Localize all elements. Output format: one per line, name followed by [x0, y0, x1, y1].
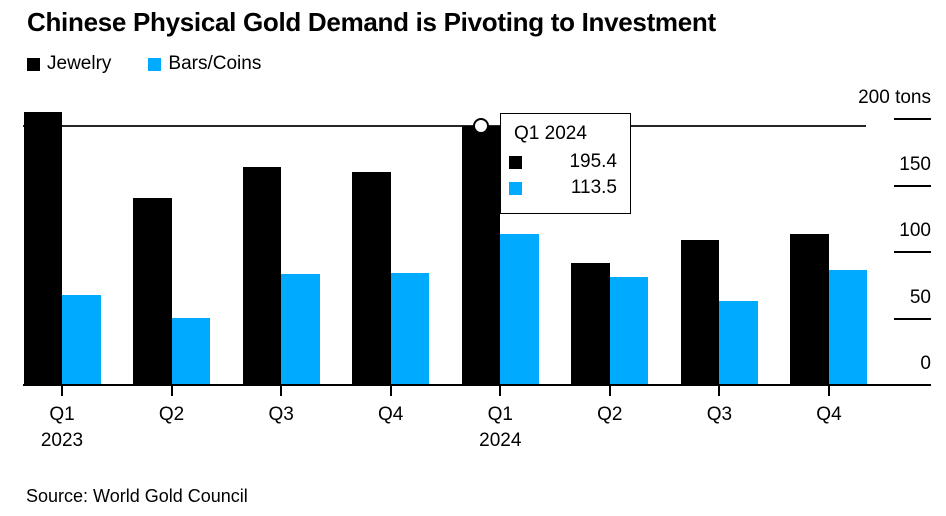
y-tick-label: 150 — [899, 153, 931, 175]
y-tick-label: 50 — [909, 286, 931, 308]
x-axis-tick — [280, 386, 283, 396]
x-axis-baseline — [23, 384, 931, 386]
bar-bars-coins[interactable] — [171, 317, 211, 385]
x-year-label: 2023 — [40, 430, 84, 451]
x-axis-tick — [718, 386, 721, 396]
bar-bars-coins[interactable] — [390, 272, 430, 385]
x-tick-label: Q3 — [268, 404, 294, 425]
reference-line — [23, 124, 866, 127]
bar-jewelry[interactable] — [23, 112, 62, 385]
bar-bars-coins[interactable] — [719, 300, 758, 385]
tooltip-jewelry-swatch-icon — [509, 155, 522, 169]
x-tick-label: Q4 — [378, 404, 404, 425]
bar-jewelry[interactable] — [352, 171, 391, 385]
y-axis-tick — [894, 251, 931, 254]
x-tick-label: Q2 — [158, 404, 185, 425]
bar-bars-coins[interactable] — [828, 270, 868, 385]
bar-jewelry[interactable] — [461, 125, 501, 385]
y-tick-label: 100 — [899, 220, 931, 242]
tooltip-title: Q1 2024 — [514, 123, 587, 144]
x-axis-tick — [827, 386, 830, 396]
y-tick-label: 0 — [920, 353, 931, 374]
bar-jewelry[interactable] — [680, 240, 720, 385]
bars-coins-swatch-icon — [148, 57, 162, 71]
y-axis-tick — [894, 317, 931, 320]
x-axis-tick — [170, 386, 173, 396]
tooltip-row-jewelry: 195.4 — [509, 150, 617, 173]
bar-bars-coins[interactable] — [62, 294, 101, 385]
bar-jewelry[interactable] — [242, 167, 282, 385]
bar-jewelry[interactable] — [571, 262, 610, 385]
legend: Jewelry Bars/Coins — [27, 53, 261, 75]
x-tick-label: Q4 — [816, 404, 842, 425]
y-tick-label: 200 tons — [858, 87, 931, 109]
source-note: Source: World Gold Council — [26, 486, 248, 506]
tooltip-value-bars-coins: 113.5 — [570, 176, 617, 198]
tooltip-value-jewelry: 195.4 — [569, 150, 617, 172]
bar-jewelry[interactable] — [133, 197, 172, 385]
x-axis-tick — [61, 386, 63, 396]
legend-label-jewelry: Jewelry — [47, 53, 112, 74]
x-year-label: 2024 — [479, 430, 522, 451]
legend-item-bars-coins: Bars/Coins — [148, 53, 261, 75]
chart-title: Chinese Physical Gold Demand is Pivoting… — [27, 7, 716, 37]
y-axis-tick — [894, 118, 931, 121]
highlight-marker-icon — [473, 117, 490, 134]
y-axis-tick — [894, 184, 931, 187]
bar-jewelry[interactable] — [790, 233, 829, 385]
x-axis-tick — [608, 386, 611, 396]
legend-label-bars-coins: Bars/Coins — [168, 53, 262, 74]
legend-item-jewelry: Jewelry — [27, 53, 111, 75]
tooltip-bars-coins-swatch-icon — [509, 181, 522, 195]
x-tick-label: Q1 — [49, 404, 75, 425]
x-axis-tick — [389, 386, 392, 396]
x-tick-label: Q1 — [487, 404, 513, 425]
tooltip-row-bars-coins: 113.5 — [509, 176, 617, 199]
bar-bars-coins[interactable] — [609, 276, 649, 385]
bar-bars-coins[interactable] — [500, 234, 539, 385]
x-tick-label: Q3 — [706, 404, 733, 425]
tooltip: Q1 2024 195.4 113.5 — [500, 113, 631, 214]
bar-bars-coins[interactable] — [281, 274, 320, 385]
x-tick-label: Q2 — [597, 404, 623, 425]
jewelry-swatch-icon — [27, 57, 40, 71]
x-axis-tick — [499, 386, 502, 396]
